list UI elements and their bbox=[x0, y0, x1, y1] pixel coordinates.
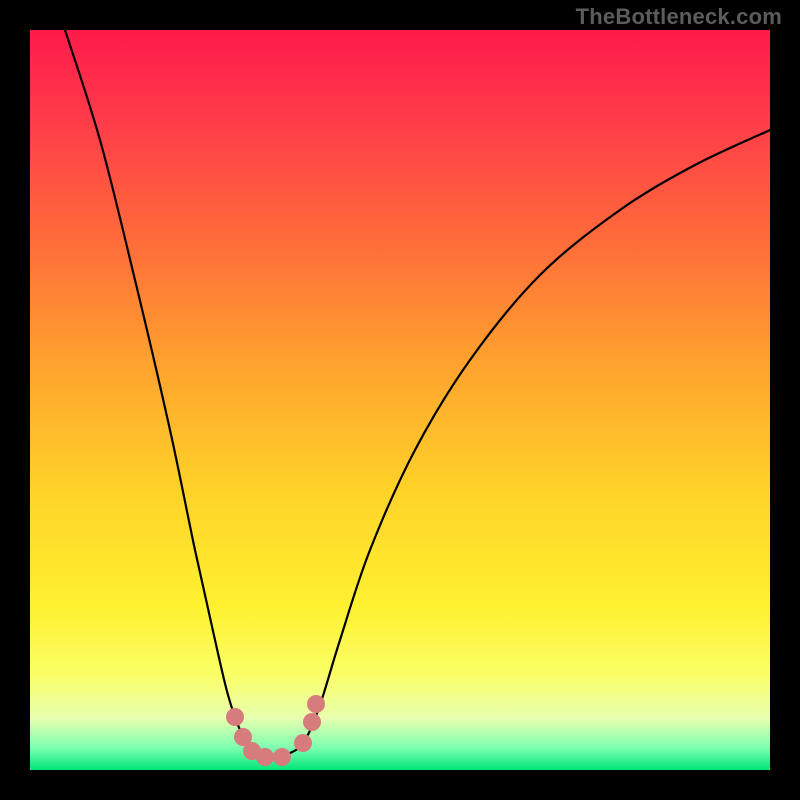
plot-area bbox=[30, 30, 770, 770]
curve-marker bbox=[303, 713, 321, 731]
curve-left-branch bbox=[65, 30, 265, 757]
watermark-text: TheBottleneck.com bbox=[576, 4, 782, 30]
curve-marker bbox=[307, 695, 325, 713]
curve-marker bbox=[294, 734, 312, 752]
curve-marker bbox=[273, 748, 291, 766]
curve-right-branch bbox=[265, 130, 770, 757]
curve-marker bbox=[256, 748, 274, 766]
bottleneck-curve bbox=[30, 30, 770, 770]
curve-marker bbox=[226, 708, 244, 726]
curve-markers bbox=[226, 695, 325, 766]
